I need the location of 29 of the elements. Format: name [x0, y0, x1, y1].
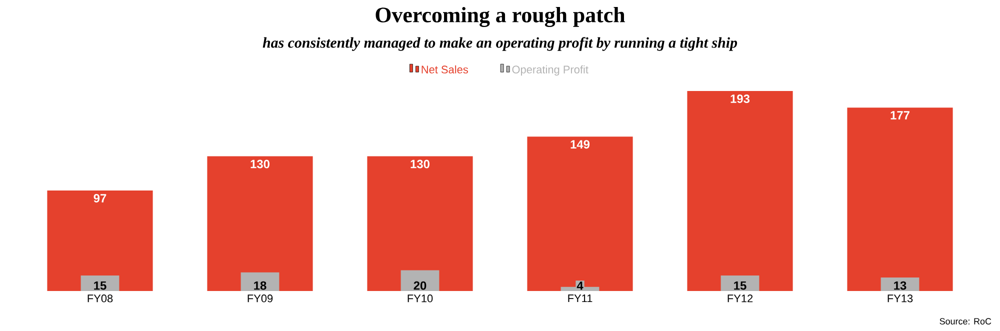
bar [207, 156, 313, 291]
data-label: 4 [576, 282, 584, 290]
data-label: 13 [894, 281, 906, 290]
chart-title: Overcoming a rough patch [376, 6, 625, 28]
x-tick-label: FY10 [408, 294, 433, 302]
chart-subtitle: has consistently managed to make an operating profit by running a tight ship [262, 37, 738, 51]
x-tick-label: FY08 [88, 294, 113, 302]
data-label: 130 [410, 160, 430, 168]
source-note: Source: RoC [940, 318, 992, 324]
bar [367, 156, 473, 291]
legend-label: Operating Profit [512, 65, 588, 76]
bar [527, 136, 633, 291]
x-tick-label: FY09 [248, 294, 273, 302]
legend-label: Net Sales [422, 65, 468, 74]
x-tick-label: FY11 [568, 294, 592, 302]
data-label: 97 [94, 194, 106, 202]
data-label: 15 [734, 281, 746, 290]
data-label: 130 [250, 160, 270, 168]
data-label: 177 [890, 111, 910, 120]
data-label: 149 [570, 140, 590, 149]
data-label: 18 [254, 281, 266, 290]
bar [687, 91, 793, 291]
data-label: 15 [94, 281, 106, 290]
bar [847, 108, 953, 291]
bar [47, 190, 153, 291]
data-label: 193 [730, 94, 750, 104]
x-tick-label: FY13 [888, 294, 913, 302]
x-tick-label: FY12 [728, 294, 753, 302]
data-label: 20 [414, 281, 426, 290]
